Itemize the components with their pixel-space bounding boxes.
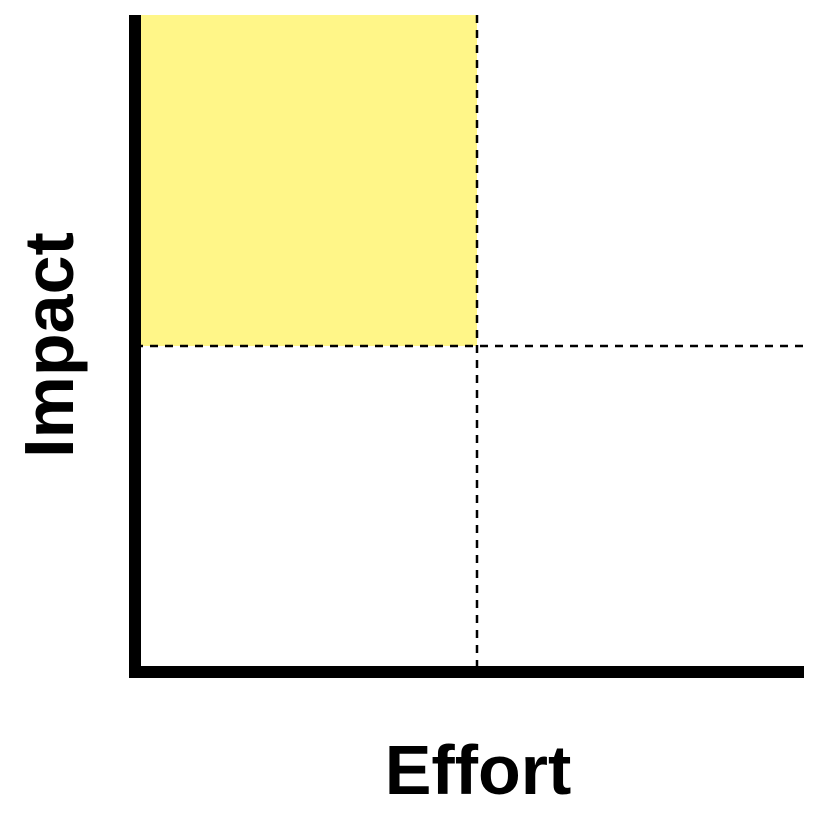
y-axis-label: Impact [10,232,88,458]
quadrant-low-effort-low-impact [135,346,477,672]
quadrant-high-effort-high-impact [477,15,804,346]
quadrant-high-effort-low-impact [477,346,804,672]
quadrant-low-effort-high-impact [135,15,477,346]
x-axis-label: Effort [385,731,572,809]
